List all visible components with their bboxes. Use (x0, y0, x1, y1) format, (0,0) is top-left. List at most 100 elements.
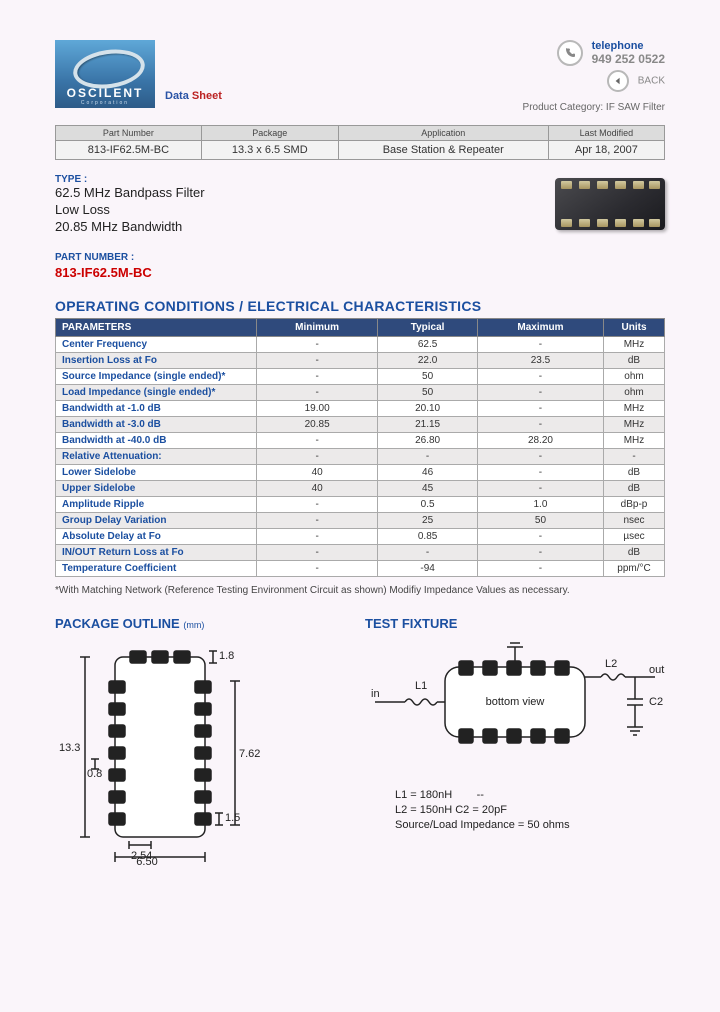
param-min: - (256, 384, 377, 400)
param-max: 28.20 (477, 432, 603, 448)
param-unit: dBp-p (604, 496, 665, 512)
svg-text:1.5: 1.5 (225, 812, 240, 824)
param-name: Relative Attenuation: (56, 448, 257, 464)
param-min: - (256, 368, 377, 384)
param-max: 23.5 (477, 352, 603, 368)
param-typ: - (378, 448, 478, 464)
svg-text:C2: C2 (649, 696, 663, 708)
svg-text:bottom view: bottom view (486, 696, 545, 708)
table-row: Bandwidth at -3.0 dB 20.85 21.15 - MHz (56, 416, 665, 432)
telephone-label: telephone (592, 40, 644, 52)
param-unit: ohm (604, 384, 665, 400)
param-min: - (256, 528, 377, 544)
logo-sub: Corporation (81, 100, 129, 106)
telephone-number: 949 252 0522 (592, 52, 665, 66)
product-category: Product Category: IF SAW Filter (523, 102, 665, 113)
param-max: - (477, 336, 603, 352)
svg-text:6.50: 6.50 (136, 856, 157, 867)
part-number: 813-IF62.5M-BC (55, 265, 205, 280)
param-typ: 20.10 (378, 400, 478, 416)
svg-text:L1: L1 (415, 680, 427, 692)
param-name: Bandwidth at -40.0 dB (56, 432, 257, 448)
part-label: PART NUMBER : (55, 252, 205, 263)
param-max: - (477, 544, 603, 560)
info-header: Application (338, 126, 548, 141)
param-name: Bandwidth at -1.0 dB (56, 400, 257, 416)
table-row: Source Impedance (single ended)* - 50 - … (56, 368, 665, 384)
param-max: 1.0 (477, 496, 603, 512)
back-label[interactable]: BACK (638, 76, 665, 87)
param-typ: 21.15 (378, 416, 478, 432)
param-name: Upper Sidelobe (56, 480, 257, 496)
param-typ: 25 (378, 512, 478, 528)
param-unit: dB (604, 352, 665, 368)
logo: OSCILENT Corporation (55, 40, 155, 108)
param-unit: - (604, 448, 665, 464)
param-name: Temperature Coefficient (56, 560, 257, 576)
param-unit: dB (604, 464, 665, 480)
param-typ: 26.80 (378, 432, 478, 448)
svg-text:7.62: 7.62 (239, 748, 260, 760)
param-typ: 45 (378, 480, 478, 496)
table-row: IN/OUT Return Loss at Fo - - - dB (56, 544, 665, 560)
param-name: Group Delay Variation (56, 512, 257, 528)
param-max: - (477, 416, 603, 432)
package-title: PACKAGE OUTLINE (mm) (55, 616, 345, 631)
info-value: Apr 18, 2007 (548, 141, 664, 160)
spec-table: PARAMETERS Minimum Typical Maximum Units… (55, 318, 665, 577)
param-typ: - (378, 544, 478, 560)
svg-text:1.8: 1.8 (219, 650, 234, 662)
table-row: Load Impedance (single ended)* - 50 - oh… (56, 384, 665, 400)
package-outline-block: PACKAGE OUTLINE (mm) (55, 616, 345, 870)
type-lines: 62.5 MHz Bandpass Filter Low Loss 20.85 … (55, 185, 205, 236)
back-icon[interactable] (607, 70, 629, 92)
table-row: Group Delay Variation - 25 50 nsec (56, 512, 665, 528)
param-name: Load Impedance (single ended)* (56, 384, 257, 400)
param-typ: -94 (378, 560, 478, 576)
info-header: Part Number (56, 126, 202, 141)
info-value: Base Station & Repeater (338, 141, 548, 160)
param-max: - (477, 368, 603, 384)
svg-text:out: out (649, 664, 664, 676)
param-min: 19.00 (256, 400, 377, 416)
table-row: Insertion Loss at Fo - 22.0 23.5 dB (56, 352, 665, 368)
table-row: Bandwidth at -1.0 dB 19.00 20.10 - MHz (56, 400, 665, 416)
phone-icon (557, 40, 583, 66)
param-min: - (256, 336, 377, 352)
param-unit: MHz (604, 400, 665, 416)
param-typ: 50 (378, 368, 478, 384)
param-unit: nsec (604, 512, 665, 528)
table-row: Upper Sidelobe 40 45 - dB (56, 480, 665, 496)
param-min: 20.85 (256, 416, 377, 432)
param-unit: MHz (604, 432, 665, 448)
fixture-title: TEST FIXTURE (365, 616, 665, 631)
data-sheet-label: Data Sheet (165, 90, 222, 102)
fixture-text: L1 = 180nH -- L2 = 150nH C2 = 20pF Sourc… (395, 788, 665, 834)
param-name: Bandwidth at -3.0 dB (56, 416, 257, 432)
param-max: - (477, 480, 603, 496)
param-min: 40 (256, 480, 377, 496)
table-row: Amplitude Ripple - 0.5 1.0 dBp-p (56, 496, 665, 512)
param-max: 50 (477, 512, 603, 528)
footnote: *With Matching Network (Reference Testin… (55, 585, 665, 596)
svg-text:0.8: 0.8 (87, 768, 102, 780)
param-unit: dB (604, 480, 665, 496)
param-unit: MHz (604, 336, 665, 352)
spec-section-title: OPERATING CONDITIONS / ELECTRICAL CHARAC… (55, 298, 665, 314)
table-row: Center Frequency - 62.5 - MHz (56, 336, 665, 352)
param-name: Insertion Loss at Fo (56, 352, 257, 368)
svg-text:L2: L2 (605, 658, 617, 670)
fixture-diagram: in L1 L2 C2 out bottom view (365, 637, 665, 777)
param-name: IN/OUT Return Loss at Fo (56, 544, 257, 560)
param-min: - (256, 560, 377, 576)
table-row: Temperature Coefficient - -94 - ppm/°C (56, 560, 665, 576)
package-diagram: 13.3 7.62 1.8 2.54 6.50 0.8 1.5 (55, 637, 265, 867)
test-fixture-block: TEST FIXTURE (365, 616, 665, 870)
param-typ: 0.5 (378, 496, 478, 512)
table-row: Bandwidth at -40.0 dB - 26.80 28.20 MHz (56, 432, 665, 448)
param-min: - (256, 432, 377, 448)
param-typ: 0.85 (378, 528, 478, 544)
info-value: 13.3 x 6.5 SMD (201, 141, 338, 160)
param-typ: 22.0 (378, 352, 478, 368)
param-max: - (477, 384, 603, 400)
